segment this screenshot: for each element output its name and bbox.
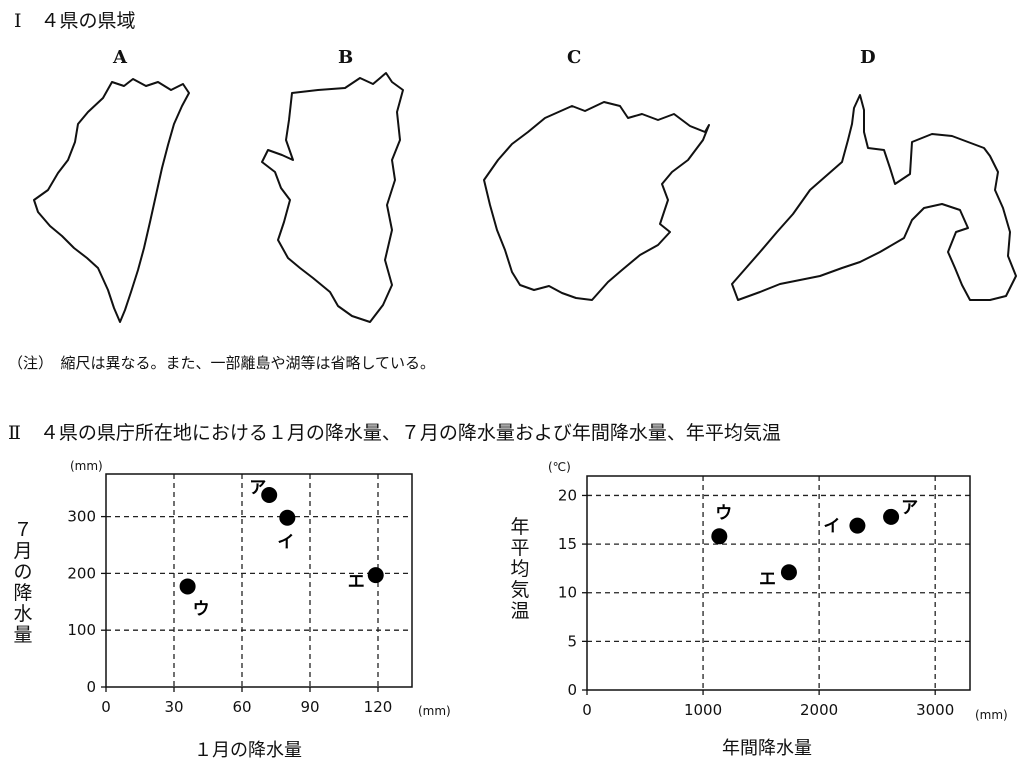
prefecture-outline-b	[261, 72, 404, 323]
prefecture-outline-d	[731, 94, 1017, 301]
chart2-plot-frame	[586, 475, 971, 691]
section-1-title: Ⅰ ４県の県域	[14, 10, 136, 32]
chart1-point-label: エ	[348, 572, 365, 592]
chart1-xtick-label: 0	[101, 698, 111, 716]
chart1-data-point	[179, 578, 196, 595]
chart1-point-label: ウ	[193, 599, 210, 619]
chart1-data-point	[367, 567, 384, 584]
prefecture-outline-a	[33, 78, 190, 323]
chart2-xtick-label: 3000	[916, 701, 954, 719]
chart1-y-unit: (mm)	[70, 459, 103, 473]
chart1-x-unit: (mm)	[418, 704, 451, 718]
chart2-xlabel: 年間降水量	[722, 738, 812, 759]
chart2-ytick-label: 10	[558, 584, 577, 602]
chart2-ytick-label: 5	[567, 632, 577, 650]
chart2-x-unit: (mm)	[975, 708, 1008, 722]
chart2-xtick-label: 1000	[684, 701, 722, 719]
map-label-b: B	[338, 47, 354, 68]
chart1-ytick-label: 100	[67, 621, 96, 639]
chart2-point-label: エ	[759, 569, 776, 589]
prefecture-outline-c	[483, 101, 710, 301]
chart1-xtick-label: 60	[232, 698, 251, 716]
chart2-ytick-label: 0	[567, 681, 577, 699]
chart1-xtick-label: 90	[300, 698, 319, 716]
map-label-d: D	[860, 47, 876, 68]
chart2-data-point	[849, 517, 866, 534]
chart2-data-point	[711, 528, 728, 545]
chart2-point-label: イ	[823, 517, 840, 537]
map-label-c: C	[567, 47, 582, 68]
chart1-point-label: イ	[277, 533, 294, 553]
map-scale-note: （注） 縮尺は異なる。また、一部離島や湖等は省略している。	[8, 354, 436, 372]
chart1-data-point	[279, 509, 296, 526]
chart2-data-point	[883, 508, 900, 525]
prefecture-maps	[33, 72, 1017, 323]
chart1-xtick-label: 30	[164, 698, 183, 716]
chart1-xtick-label: 120	[364, 698, 393, 716]
chart1-ytick-label: 0	[86, 678, 96, 696]
chart1-ylabel: ７月の降水量	[13, 519, 33, 646]
chart1-ytick-label: 300	[67, 508, 96, 526]
section-2-title: Ⅱ ４県の県庁所在地における１月の降水量、７月の降水量および年間降水量、年平均気…	[8, 422, 781, 444]
chart1-data-point	[261, 487, 278, 504]
chart2-ytick-label: 20	[558, 486, 577, 504]
chart1-plot-frame	[105, 473, 413, 688]
chart2-ylabel: 年平均気温	[510, 516, 530, 622]
map-label-a: A	[113, 47, 127, 68]
chart1-point-label: ア	[249, 478, 266, 498]
chart2-y-unit: (℃)	[548, 460, 571, 474]
chart1-ytick-label: 200	[67, 564, 96, 582]
chart2-xtick-label: 0	[582, 701, 592, 719]
chart2-point-label: ウ	[715, 503, 732, 523]
chart2-ytick-label: 15	[558, 535, 577, 553]
chart2-xtick-label: 2000	[800, 701, 838, 719]
chart2-data-point	[780, 564, 797, 581]
chart2-point-label: ア	[901, 498, 918, 518]
chart1-xlabel: １月の降水量	[194, 740, 302, 761]
